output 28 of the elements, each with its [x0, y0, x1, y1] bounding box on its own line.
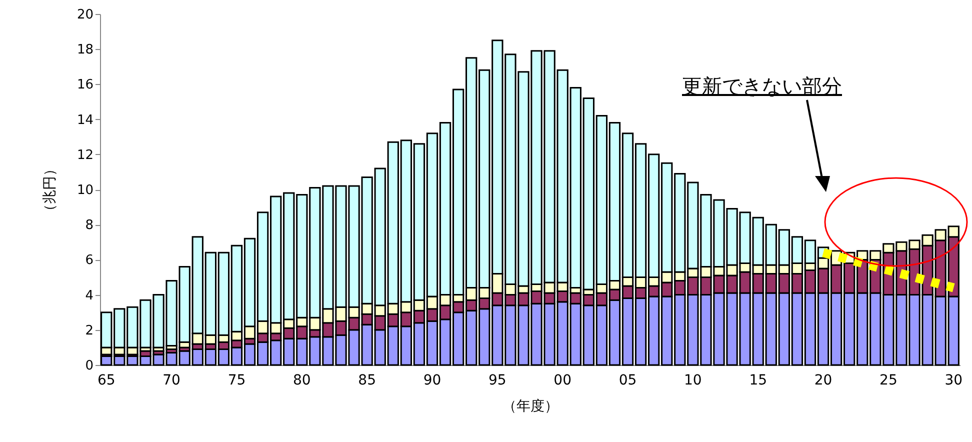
x-tick-label: 80 [292, 372, 311, 388]
y-tick-label: 18 [76, 42, 94, 58]
x-tick-label: 10 [684, 372, 702, 388]
y-tick-label: 16 [76, 78, 94, 93]
y-tick-label: 10 [76, 183, 94, 198]
x-tick-label: 05 [618, 372, 637, 388]
x-tick-label: 25 [880, 372, 898, 388]
y-tick-label: 0 [85, 358, 94, 374]
x-tick-label: 85 [358, 372, 376, 388]
y-tick-label: 2 [85, 323, 94, 338]
x-axis-title: （年度） [502, 398, 558, 414]
x-tick-label: 30 [944, 372, 963, 388]
y-axis-title: （兆円） [42, 162, 58, 218]
x-tick-label: 20 [814, 372, 832, 388]
y-tick-label: 4 [85, 288, 94, 304]
y-tick-label: 14 [76, 112, 94, 128]
x-tick-label: 00 [554, 372, 572, 388]
x-tick-label: 95 [488, 372, 506, 388]
x-tick-label: 65 [97, 372, 116, 388]
y-tick-label: 12 [76, 148, 94, 163]
x-tick-label: 70 [162, 372, 180, 388]
x-tick-label: 90 [423, 372, 442, 388]
y-tick-label: 8 [85, 218, 94, 234]
y-tick-label: 6 [85, 253, 94, 268]
x-tick-label: 75 [228, 372, 246, 388]
y-tick-label: 20 [76, 8, 94, 22]
annotation: 更新できない部分 [682, 73, 842, 100]
x-tick-label: 15 [749, 372, 768, 388]
